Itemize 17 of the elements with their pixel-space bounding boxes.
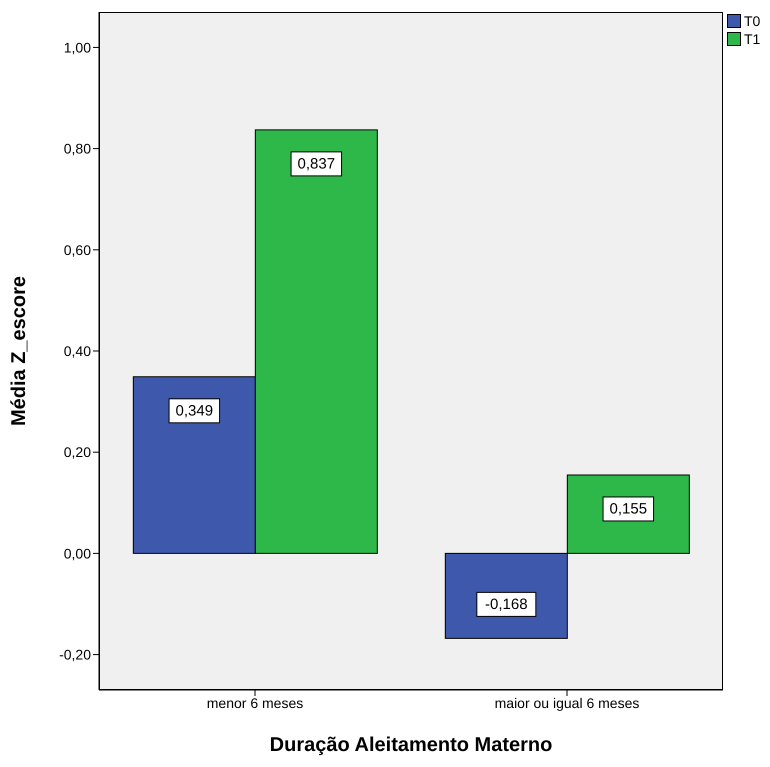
y-tick-label: 0,20 xyxy=(64,444,92,460)
x-tick-label: maior ou igual 6 meses xyxy=(494,694,640,711)
y-tick-label: 1,00 xyxy=(64,39,92,56)
y-tick-label: -0,20 xyxy=(59,646,92,663)
legend-label: T0 xyxy=(744,13,760,29)
x-tick-label: menor 6 meses xyxy=(206,694,304,711)
data-label: -0,168 xyxy=(485,596,528,613)
x-axis-title: Duração Aleitamento Materno xyxy=(270,734,552,756)
y-axis-title: Média Z_escore xyxy=(8,276,30,426)
y-tick-label: 0,60 xyxy=(64,242,92,258)
legend-label: T1 xyxy=(744,31,760,47)
y-tick-label: 0,00 xyxy=(64,545,92,562)
data-label: 0,155 xyxy=(610,500,648,518)
data-label: 0,349 xyxy=(176,402,214,420)
data-label: 0,837 xyxy=(298,155,336,172)
y-tick-label: 0,80 xyxy=(64,140,92,157)
y-tick-label: 0,40 xyxy=(64,342,92,359)
